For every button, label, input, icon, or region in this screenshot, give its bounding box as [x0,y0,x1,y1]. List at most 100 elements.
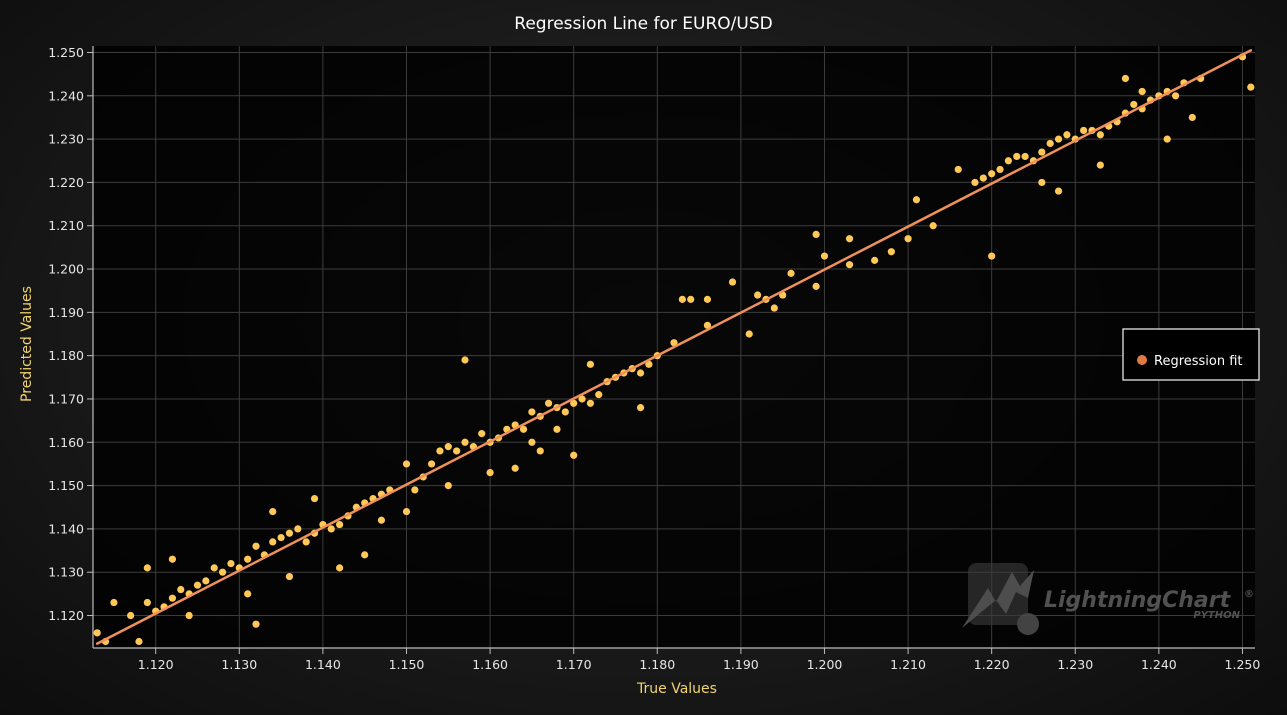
scatter-point [1096,161,1104,169]
y-tick-label: 1.120 [48,608,84,623]
scatter-point [570,451,578,459]
scatter-point [996,165,1004,174]
y-tick-label: 1.170 [48,391,84,406]
scatter-point [887,248,895,256]
scatter-point [427,460,436,468]
scatter-point [1130,100,1138,109]
scatter-point [1080,126,1088,135]
scatter-point [110,598,118,607]
scatter-point [285,529,294,537]
scatter-point [193,581,202,589]
scatter-point [310,494,319,503]
x-tick-label: 1.200 [807,657,843,672]
scatter-point [528,438,536,446]
x-tick-label: 1.170 [556,657,592,672]
scatter-point [678,295,686,303]
legend-entry-regression-fit[interactable]: Regression fit [1154,354,1243,369]
y-tick-label: 1.180 [48,348,84,363]
chart-title: Regression Line for EURO/USD [514,14,772,34]
scatter-point [912,196,921,204]
scatter-point [687,295,695,303]
scatter-point [1163,135,1171,143]
scatter-point [670,339,678,347]
scatter-point [377,516,386,524]
scatter-point [444,481,452,490]
scatter-point [1054,135,1063,143]
scatter-point [871,256,879,264]
y-tick-label: 1.230 [48,132,84,147]
scatter-point [519,425,528,433]
scatter-point [770,304,778,312]
scatter-point [570,399,578,407]
scatter-point [1013,152,1021,161]
x-tick-label: 1.150 [389,657,425,672]
x-axis-label: True Values [636,681,717,697]
scatter-point [436,447,444,455]
x-tick-label: 1.240 [1141,657,1177,672]
y-tick-label: 1.130 [48,565,84,580]
scatter-point [745,330,753,338]
scatter-point [1054,187,1063,195]
regression-line [95,49,1253,645]
x-tick-label: 1.230 [1057,657,1093,672]
scatter-point [595,391,603,399]
y-tick-label: 1.150 [48,478,84,493]
watermark-mark: ® [1244,589,1254,600]
scatter-point [929,222,937,230]
x-tick-label: 1.120 [138,657,174,672]
scatter-point [143,564,151,572]
legend-marker-icon [1137,355,1147,365]
y-tick-label: 1.140 [48,521,84,536]
y-tick-label: 1.240 [48,88,84,103]
scatter-point [728,278,737,286]
scatter-point [703,321,712,329]
scatter-point [787,269,795,277]
scatter-point [336,520,344,529]
scatter-point [1138,87,1146,96]
scatter-point [1038,148,1046,156]
scatter-point [586,360,595,368]
scatter-point [135,637,143,646]
scatter-point [269,538,277,546]
y-axis-label: Predicted Values [19,286,35,402]
scatter-point [127,611,135,620]
x-tick-label: 1.250 [1225,657,1261,672]
scatter-point [578,395,586,403]
scatter-point [486,468,494,477]
lightningchart-watermark: LightningChart ® PYTHON [962,563,1254,635]
scatter-point [1171,92,1180,100]
scatter-point [336,564,344,572]
scatter-point [461,356,469,364]
y-tick-label: 1.250 [48,45,84,60]
watermark-brand: LightningChart [1044,588,1232,613]
scatter-point [227,559,235,568]
x-tick-label: 1.180 [639,657,675,672]
scatter-point [294,525,302,533]
scatter-point [93,629,101,637]
scatter-point [845,261,854,269]
scatter-point [177,585,185,594]
scatter-point [402,507,411,516]
legend[interactable]: Regression fit [1122,328,1260,381]
scatter-point [1096,131,1104,139]
scatter-point [444,443,452,451]
scatter-point [461,438,469,446]
watermark-logo-icon [968,563,1028,625]
scatter-point [1063,131,1071,139]
y-tick-label: 1.200 [48,262,84,277]
scatter-point [553,425,561,433]
scatter-point [971,178,979,187]
x-tick-label: 1.140 [305,657,341,672]
scatter-point [210,564,218,572]
y-tick-label: 1.160 [48,435,84,450]
watermark-python-icon [1017,613,1039,635]
x-tick-label: 1.210 [890,657,926,672]
scatter-point [327,525,335,533]
scatter-point [988,170,996,178]
watermark-product: PYTHON [1193,610,1240,621]
scatter-point [244,555,252,563]
scatter-point [244,590,252,598]
x-axis-ticks: 1.120 1.130 1.140 1.150 1.160 1.170 1.180 1.190… [138,648,1261,672]
scatter-point [511,464,519,472]
